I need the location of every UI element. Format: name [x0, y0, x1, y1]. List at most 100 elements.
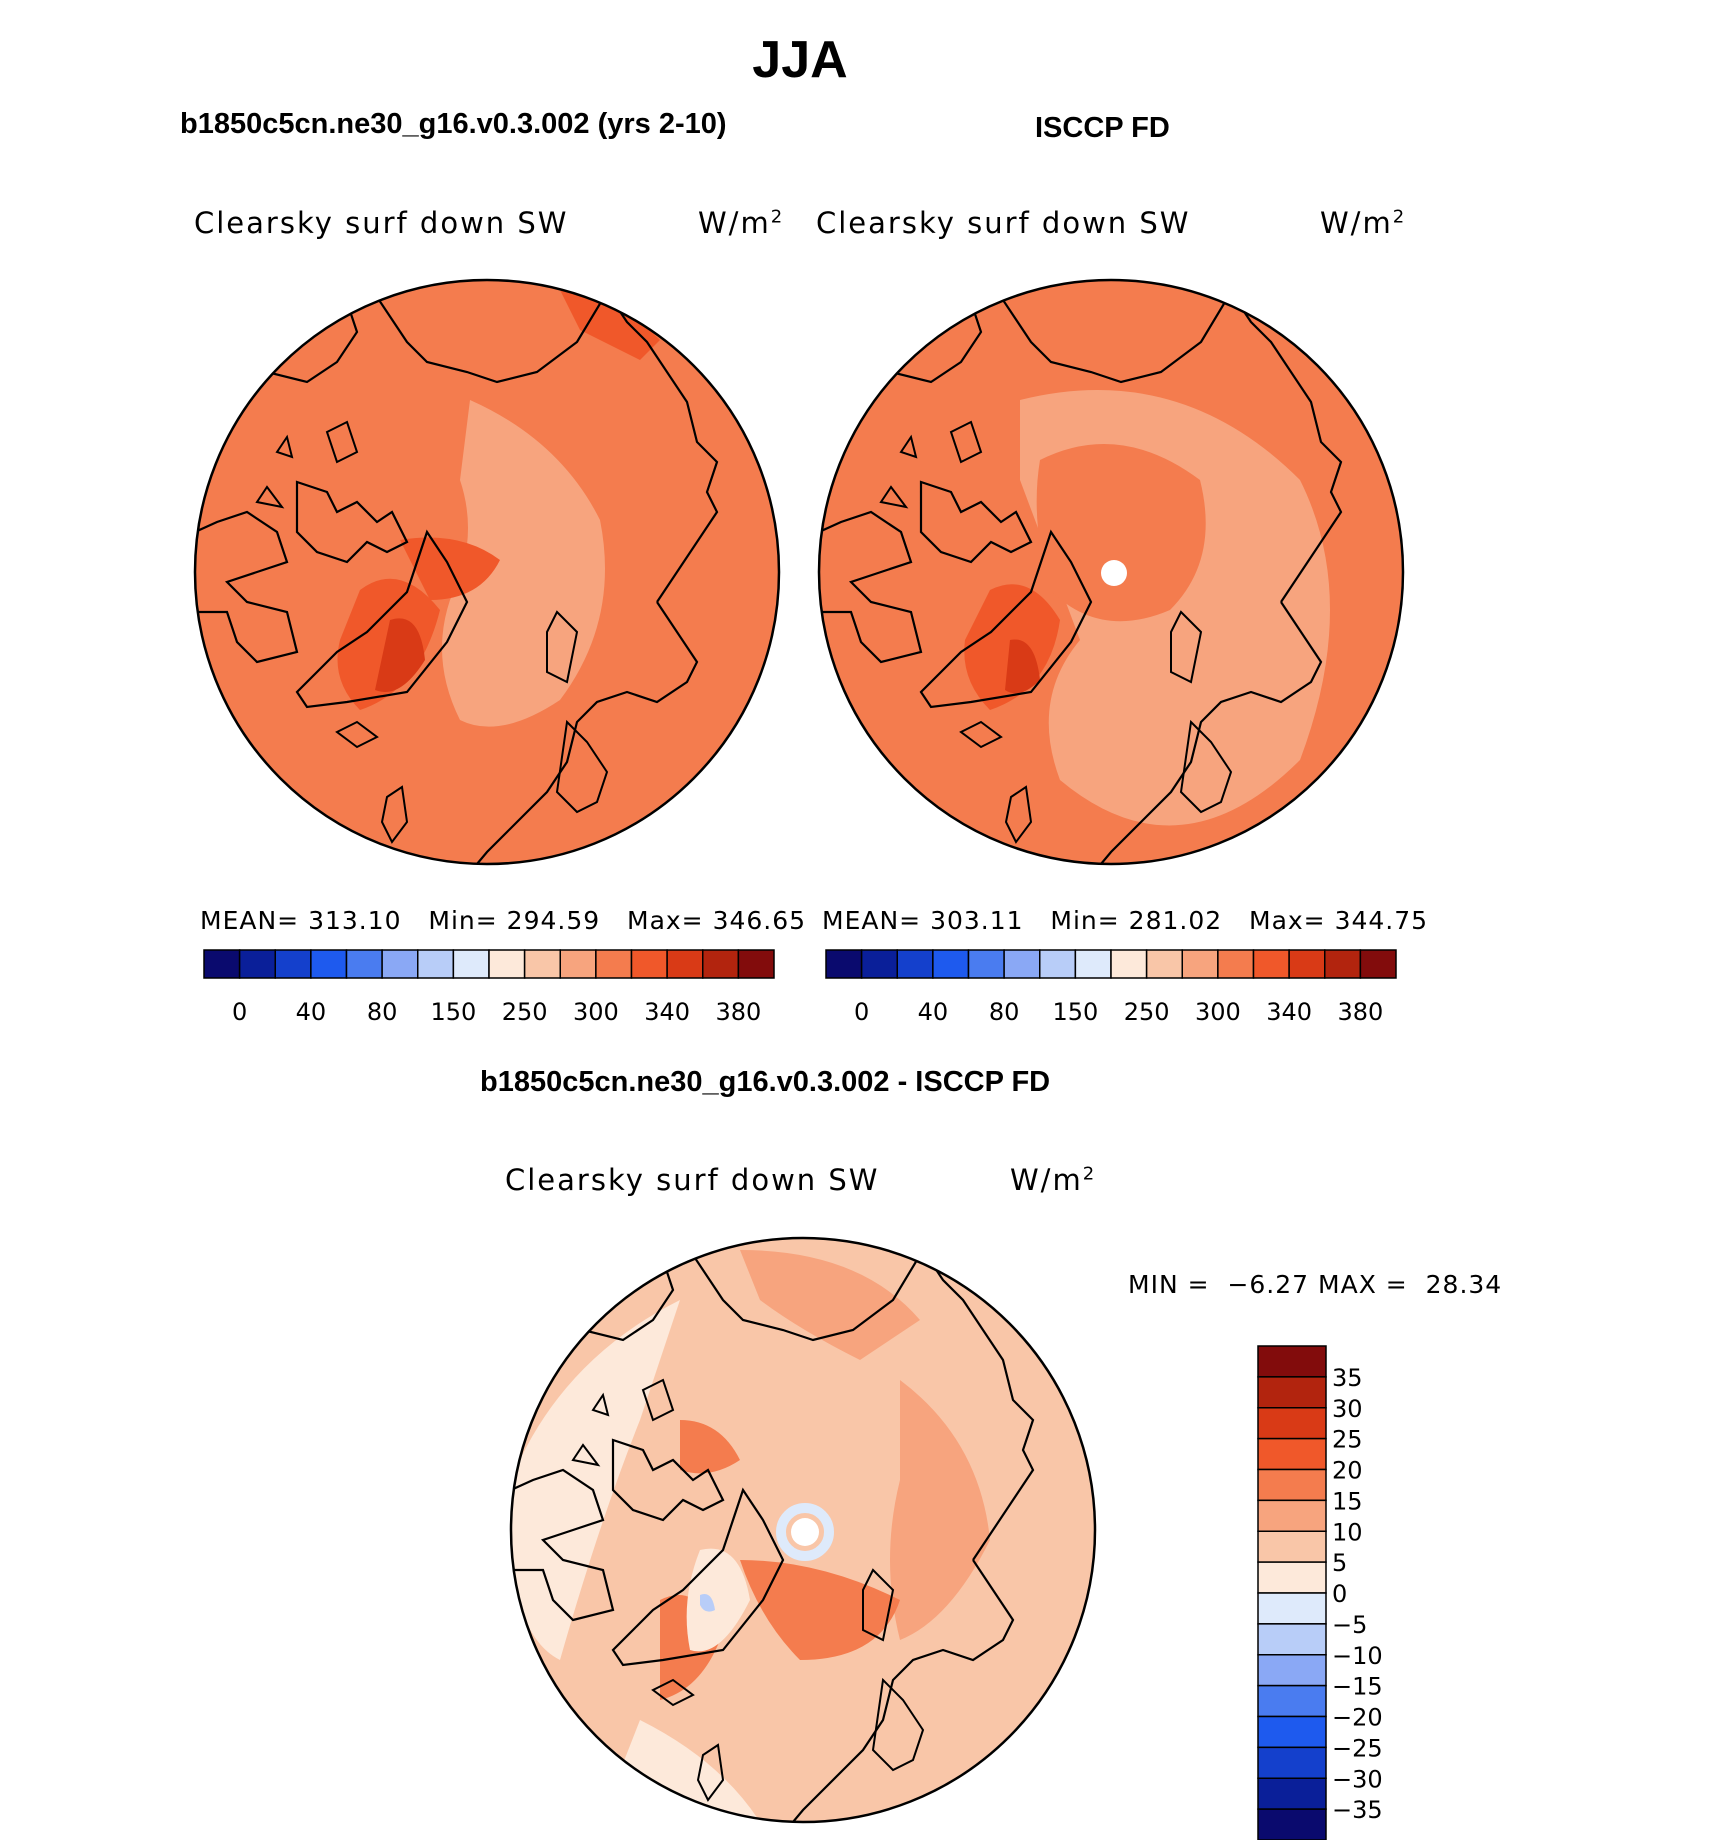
diff-colorbar-tick-label: 5	[1332, 1549, 1347, 1577]
diff-colorbar-tick-label: −25	[1332, 1734, 1383, 1762]
obs-variable-label: Clearsky surf down SW	[816, 206, 1191, 240]
model-min-label: Min=	[428, 906, 498, 935]
diff-units-label: W/m2	[1010, 1163, 1096, 1197]
model-colorbar-box	[274, 949, 312, 979]
obs-case-title: ISCCP FD	[1035, 112, 1170, 144]
diff-colorbar-box	[1257, 1437, 1327, 1471]
diff-colorbar-tick-label: 30	[1332, 1395, 1363, 1423]
obs-map	[817, 278, 1405, 866]
obs-colorbar-box	[967, 949, 1005, 979]
model-colorbar-box	[523, 949, 561, 979]
diff-units-exponent: 2	[1082, 1163, 1097, 1185]
obs-colorbar-box	[1181, 949, 1219, 979]
obs-colorbar-box	[1324, 949, 1362, 979]
model-colorbar-box	[310, 949, 348, 979]
model-mean-value: 313.10	[308, 906, 402, 935]
obs-colorbar-box	[1288, 949, 1326, 979]
diff-colorbar-tick-label: 35	[1332, 1364, 1363, 1392]
model-colorbar-box	[559, 949, 597, 979]
obs-units: W/m	[1320, 206, 1393, 240]
obs-colorbar-box	[1039, 949, 1077, 979]
obs-colorbar-box	[825, 949, 863, 979]
model-colorbar-box	[702, 949, 740, 979]
diff-colorbar-box	[1257, 1654, 1327, 1687]
obs-colorbar-tick-label: 380	[1337, 998, 1383, 1026]
model-colorbar-box	[488, 949, 526, 979]
diff-colorbar-tick-label: −20	[1332, 1704, 1383, 1732]
model-colorbar-box	[203, 949, 241, 979]
obs-min-label: Min=	[1050, 906, 1120, 935]
model-colorbar-tick-label: 300	[573, 998, 619, 1026]
obs-colorbar-tick-label: 40	[918, 998, 949, 1026]
diff-colorbar-tick-label: −10	[1332, 1642, 1383, 1670]
model-colorbar-tick-label: 40	[296, 998, 327, 1026]
model-colorbar-box	[595, 949, 633, 979]
model-case-title: b1850c5cn.ne30_g16.v0.3.002 (yrs 2-10)	[180, 108, 727, 140]
diff-colorbar-box	[1257, 1468, 1327, 1502]
model-units-label: W/m2	[698, 206, 784, 240]
diff-variable-label: Clearsky surf down SW	[505, 1163, 880, 1197]
obs-max-value: 344.75	[1334, 906, 1429, 935]
obs-mean-label: MEAN=	[822, 906, 922, 935]
diff-colorbar-tick-label: 25	[1332, 1426, 1363, 1454]
obs-colorbar: 0 40 80 150 250 300 340 380	[825, 949, 1397, 1026]
diff-colorbar-tick-label: −35	[1332, 1796, 1383, 1824]
diff-colorbar-box	[1257, 1715, 1327, 1749]
model-colorbar-tick-label: 340	[644, 998, 690, 1026]
model-colorbar-box	[238, 949, 276, 979]
model-colorbar: 0 40 80 150 250 300 340 380	[203, 949, 775, 1026]
diff-colorbar-box	[1257, 1623, 1327, 1656]
obs-colorbar-box	[1252, 949, 1290, 979]
model-colorbar-tick-label: 380	[715, 998, 761, 1026]
diff-colorbar-box	[1257, 1407, 1327, 1440]
diff-colorbar-box	[1257, 1684, 1327, 1718]
diff-min-label: MIN =	[1128, 1270, 1210, 1299]
diff-colorbar-box	[1257, 1499, 1327, 1532]
model-colorbar-tick-label: 80	[367, 998, 398, 1026]
model-min-value: 294.59	[506, 906, 601, 935]
model-max-label: Max=	[627, 906, 704, 935]
diff-colorbar-box	[1257, 1808, 1327, 1840]
obs-colorbar-tick-label: 340	[1266, 998, 1312, 1026]
obs-colorbar-box	[1145, 949, 1183, 979]
obs-units-label: W/m2	[1320, 206, 1406, 240]
model-colorbar-box	[630, 949, 668, 979]
model-colorbar-box	[417, 949, 455, 979]
obs-colorbar-box	[1003, 949, 1041, 979]
diff-stats: MIN = −6.27 MAX = 28.34	[1128, 1270, 1502, 1299]
model-colorbar-tick-label: 0	[232, 998, 247, 1026]
obs-stats: MEAN= 303.11 Min= 281.02 Max= 344.75	[822, 906, 1428, 935]
obs-min-value: 281.02	[1128, 906, 1223, 935]
obs-colorbar-tick-label: 80	[989, 998, 1020, 1026]
obs-colorbar-box	[896, 949, 934, 979]
obs-colorbar-tick-label: 300	[1195, 998, 1241, 1026]
diff-colorbar-box	[1257, 1376, 1327, 1409]
obs-max-label: Max=	[1249, 906, 1326, 935]
model-mean-label: MEAN=	[200, 906, 300, 935]
diff-colorbar-tick-label: 0	[1332, 1580, 1347, 1608]
diff-colorbar-tick-label: −5	[1332, 1611, 1367, 1639]
diff-max-label: MAX =	[1318, 1270, 1408, 1299]
obs-colorbar-box	[1217, 949, 1255, 979]
model-colorbar-box	[737, 949, 775, 979]
obs-colorbar-box	[860, 949, 898, 979]
obs-colorbar-box	[1074, 949, 1112, 979]
diff-units: W/m	[1010, 1163, 1083, 1197]
model-units: W/m	[698, 206, 771, 240]
model-colorbar-box	[452, 949, 490, 979]
obs-units-exponent: 2	[1392, 206, 1407, 228]
diff-colorbar-box	[1257, 1592, 1327, 1625]
obs-colorbar-tick-label: 150	[1052, 998, 1098, 1026]
figure-title: JJA	[752, 31, 848, 89]
diff-colorbar-tick-label: 10	[1332, 1518, 1363, 1546]
diff-colorbar-tick-label: 15	[1332, 1487, 1363, 1515]
diff-colorbar-tick-label: 20	[1332, 1457, 1363, 1485]
obs-mean-value: 303.11	[930, 906, 1024, 935]
model-variable-label: Clearsky surf down SW	[194, 206, 569, 240]
diff-colorbar-box	[1257, 1746, 1327, 1779]
diff-colorbar-tick-label: −15	[1332, 1673, 1383, 1701]
obs-colorbar-tick-label: 0	[854, 998, 869, 1026]
obs-colorbar-tick-label: 250	[1124, 998, 1170, 1026]
